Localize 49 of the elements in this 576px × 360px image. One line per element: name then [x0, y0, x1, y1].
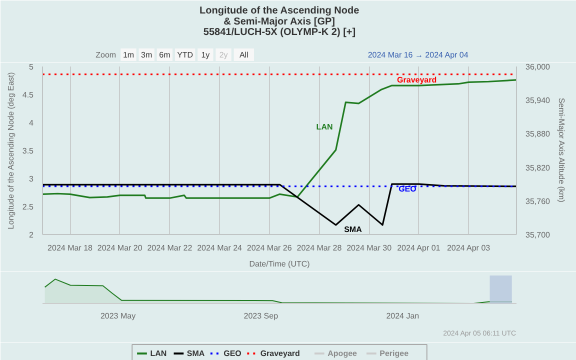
y2-tick-label: 35,880	[526, 130, 551, 139]
x-tick-label: 2024 Mar 18	[48, 244, 94, 252]
y2-tick-label: 35,760	[526, 196, 551, 206]
x-axis-title: Date/Time (UTC)	[249, 260, 310, 268]
legend-label: SMA	[186, 349, 205, 358]
y-axis-title: Longitude of the Ascending Node (deg East)	[6, 72, 16, 230]
text: Zoom	[96, 50, 116, 60]
x-tick-label: 2024 Mar 24	[197, 244, 243, 252]
x-tick-label: 2024 Mar 28	[296, 244, 342, 252]
y2-tick-label: 35,700	[526, 230, 551, 240]
y-tick-label: 2.5	[22, 202, 34, 212]
annotation: SMA	[344, 224, 362, 234]
y-tick-label: 2	[29, 230, 34, 240]
text: 1y	[201, 50, 210, 60]
y-tick-label: 4	[29, 118, 34, 128]
y2-tick-label: 35,940	[526, 96, 551, 106]
x-tick-label: 2024 Mar 22	[147, 244, 193, 252]
text: 2y	[219, 50, 228, 60]
legend-label: Graveyard	[260, 349, 300, 358]
x-tick-label: 2024 Apr 03	[446, 244, 491, 252]
line-series	[42, 183, 516, 226]
text: 1m	[122, 50, 134, 60]
chart-title: Longitude of the Ascending Node & Semi-Major Axis [GP]	[200, 6, 360, 28]
y-tick-label: 4.5	[22, 90, 34, 100]
x-tick-label: 2024 Apr 01	[397, 244, 441, 252]
y2-axis-title: Semi-Major Axis Altitude (km)	[556, 98, 566, 203]
legend-label: LAN	[150, 349, 167, 358]
text: YTD	[177, 50, 194, 60]
y-tick-label: 3.5	[22, 146, 34, 156]
x-tick-label: 2024 Mar 26	[246, 244, 292, 252]
x-tick-label: 2023 Sep	[244, 312, 279, 320]
x-tick-label: 2024 Jan	[386, 312, 420, 320]
x-tick-label: 2024 Mar 20	[97, 244, 143, 252]
chart-subtitle: 55841/LUCH-5X (OLYMP-K 2) [+]	[203, 26, 356, 38]
legend-label: GEO	[224, 349, 242, 358]
text: 3m	[141, 50, 152, 60]
text: 6m	[159, 50, 171, 60]
y2-tick-label: 35,820	[526, 163, 551, 172]
legend-label: Perigee	[380, 349, 410, 358]
text: 2024 Mar 16 → 2024 Apr 04	[368, 50, 469, 60]
y-tick-label: 5	[29, 62, 34, 72]
annotation: LAN	[316, 122, 333, 132]
text: All	[239, 50, 249, 60]
x-tick-label: 2023 May	[100, 312, 136, 320]
annotation: Graveyard	[397, 75, 437, 84]
x-tick-label: 2024 Mar 30	[346, 244, 392, 252]
y2-tick-label: 36,000	[526, 62, 551, 72]
y-tick-label: 3	[29, 174, 34, 184]
legend-label: Apogee	[328, 349, 358, 358]
